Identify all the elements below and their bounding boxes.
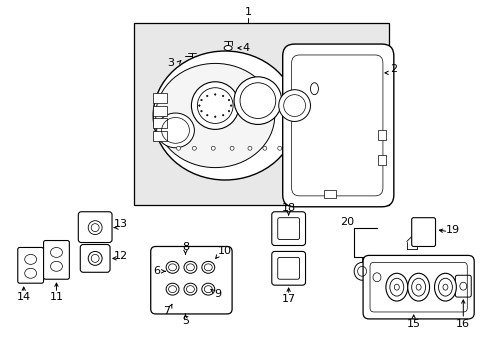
Ellipse shape	[183, 261, 197, 273]
Text: 3: 3	[167, 58, 174, 68]
Ellipse shape	[176, 146, 180, 150]
Bar	[134, 23, 388, 205]
Ellipse shape	[183, 283, 197, 295]
Ellipse shape	[234, 77, 281, 125]
Ellipse shape	[88, 251, 102, 265]
Bar	[152, 93, 166, 103]
Ellipse shape	[407, 273, 428, 301]
Text: 10: 10	[218, 247, 232, 256]
Ellipse shape	[222, 95, 224, 97]
Text: 7: 7	[163, 306, 170, 316]
Text: 18: 18	[281, 203, 295, 213]
Bar	[152, 105, 166, 116]
Ellipse shape	[200, 111, 202, 112]
Text: 9: 9	[214, 289, 222, 299]
Ellipse shape	[385, 273, 407, 301]
Text: 20: 20	[340, 217, 353, 227]
FancyBboxPatch shape	[411, 218, 435, 247]
Ellipse shape	[247, 146, 251, 150]
Ellipse shape	[214, 116, 216, 117]
Text: 15: 15	[406, 319, 420, 329]
Ellipse shape	[222, 114, 224, 116]
Ellipse shape	[191, 82, 239, 129]
Text: 13: 13	[114, 219, 128, 229]
Ellipse shape	[230, 146, 234, 150]
FancyBboxPatch shape	[80, 244, 110, 272]
Bar	[377, 155, 385, 165]
Text: 17: 17	[281, 294, 295, 304]
Ellipse shape	[202, 261, 214, 273]
Text: 6: 6	[153, 266, 160, 276]
Ellipse shape	[434, 273, 455, 301]
Ellipse shape	[442, 284, 447, 290]
Text: 4: 4	[242, 43, 249, 53]
Text: 12: 12	[114, 251, 128, 261]
Bar	[152, 131, 166, 141]
Text: 19: 19	[446, 225, 460, 235]
Ellipse shape	[263, 146, 266, 150]
Bar	[152, 118, 166, 129]
Ellipse shape	[206, 114, 207, 116]
Ellipse shape	[198, 105, 200, 106]
Ellipse shape	[200, 99, 202, 101]
Text: 1: 1	[244, 7, 251, 17]
FancyBboxPatch shape	[271, 212, 305, 246]
Ellipse shape	[393, 284, 399, 290]
Ellipse shape	[211, 146, 215, 150]
Ellipse shape	[156, 113, 194, 148]
FancyBboxPatch shape	[78, 212, 112, 243]
FancyBboxPatch shape	[282, 44, 393, 207]
Ellipse shape	[166, 283, 179, 295]
Bar	[324, 190, 336, 198]
Ellipse shape	[166, 261, 179, 273]
Ellipse shape	[153, 51, 297, 180]
FancyBboxPatch shape	[271, 251, 305, 285]
Text: 5: 5	[182, 316, 188, 326]
Bar	[377, 130, 385, 140]
Ellipse shape	[155, 63, 274, 168]
FancyBboxPatch shape	[150, 247, 232, 314]
Ellipse shape	[277, 146, 281, 150]
Ellipse shape	[278, 90, 310, 121]
Ellipse shape	[353, 262, 369, 280]
FancyBboxPatch shape	[454, 275, 470, 297]
Ellipse shape	[230, 105, 231, 106]
Text: 8: 8	[182, 243, 189, 252]
Text: 16: 16	[455, 319, 469, 329]
FancyBboxPatch shape	[18, 247, 43, 283]
Ellipse shape	[206, 95, 207, 97]
Ellipse shape	[415, 284, 420, 290]
Ellipse shape	[192, 146, 196, 150]
Ellipse shape	[369, 269, 383, 285]
Ellipse shape	[214, 94, 216, 95]
Ellipse shape	[202, 283, 214, 295]
FancyBboxPatch shape	[362, 255, 473, 319]
Text: 14: 14	[17, 292, 31, 302]
Ellipse shape	[224, 46, 232, 50]
Ellipse shape	[228, 111, 229, 112]
Ellipse shape	[310, 83, 318, 95]
Text: 2: 2	[389, 64, 397, 74]
FancyBboxPatch shape	[43, 240, 69, 279]
Ellipse shape	[228, 99, 229, 101]
Text: 11: 11	[49, 292, 63, 302]
